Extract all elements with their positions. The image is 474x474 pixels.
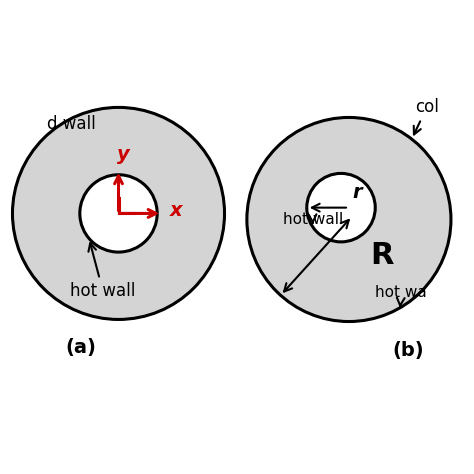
Text: R: R [370, 241, 393, 270]
Text: (a): (a) [65, 338, 97, 357]
Text: hot wall: hot wall [283, 212, 343, 227]
Text: (b): (b) [392, 341, 424, 360]
Circle shape [247, 118, 451, 321]
Text: col: col [414, 98, 439, 135]
Circle shape [80, 175, 157, 252]
Text: x: x [170, 201, 182, 220]
Text: y: y [117, 145, 130, 164]
Circle shape [307, 173, 375, 242]
Text: hot wa: hot wa [375, 285, 427, 306]
Text: d wall: d wall [47, 115, 96, 133]
Text: hot wall: hot wall [70, 243, 136, 300]
Circle shape [12, 108, 225, 319]
Text: r: r [353, 183, 363, 202]
